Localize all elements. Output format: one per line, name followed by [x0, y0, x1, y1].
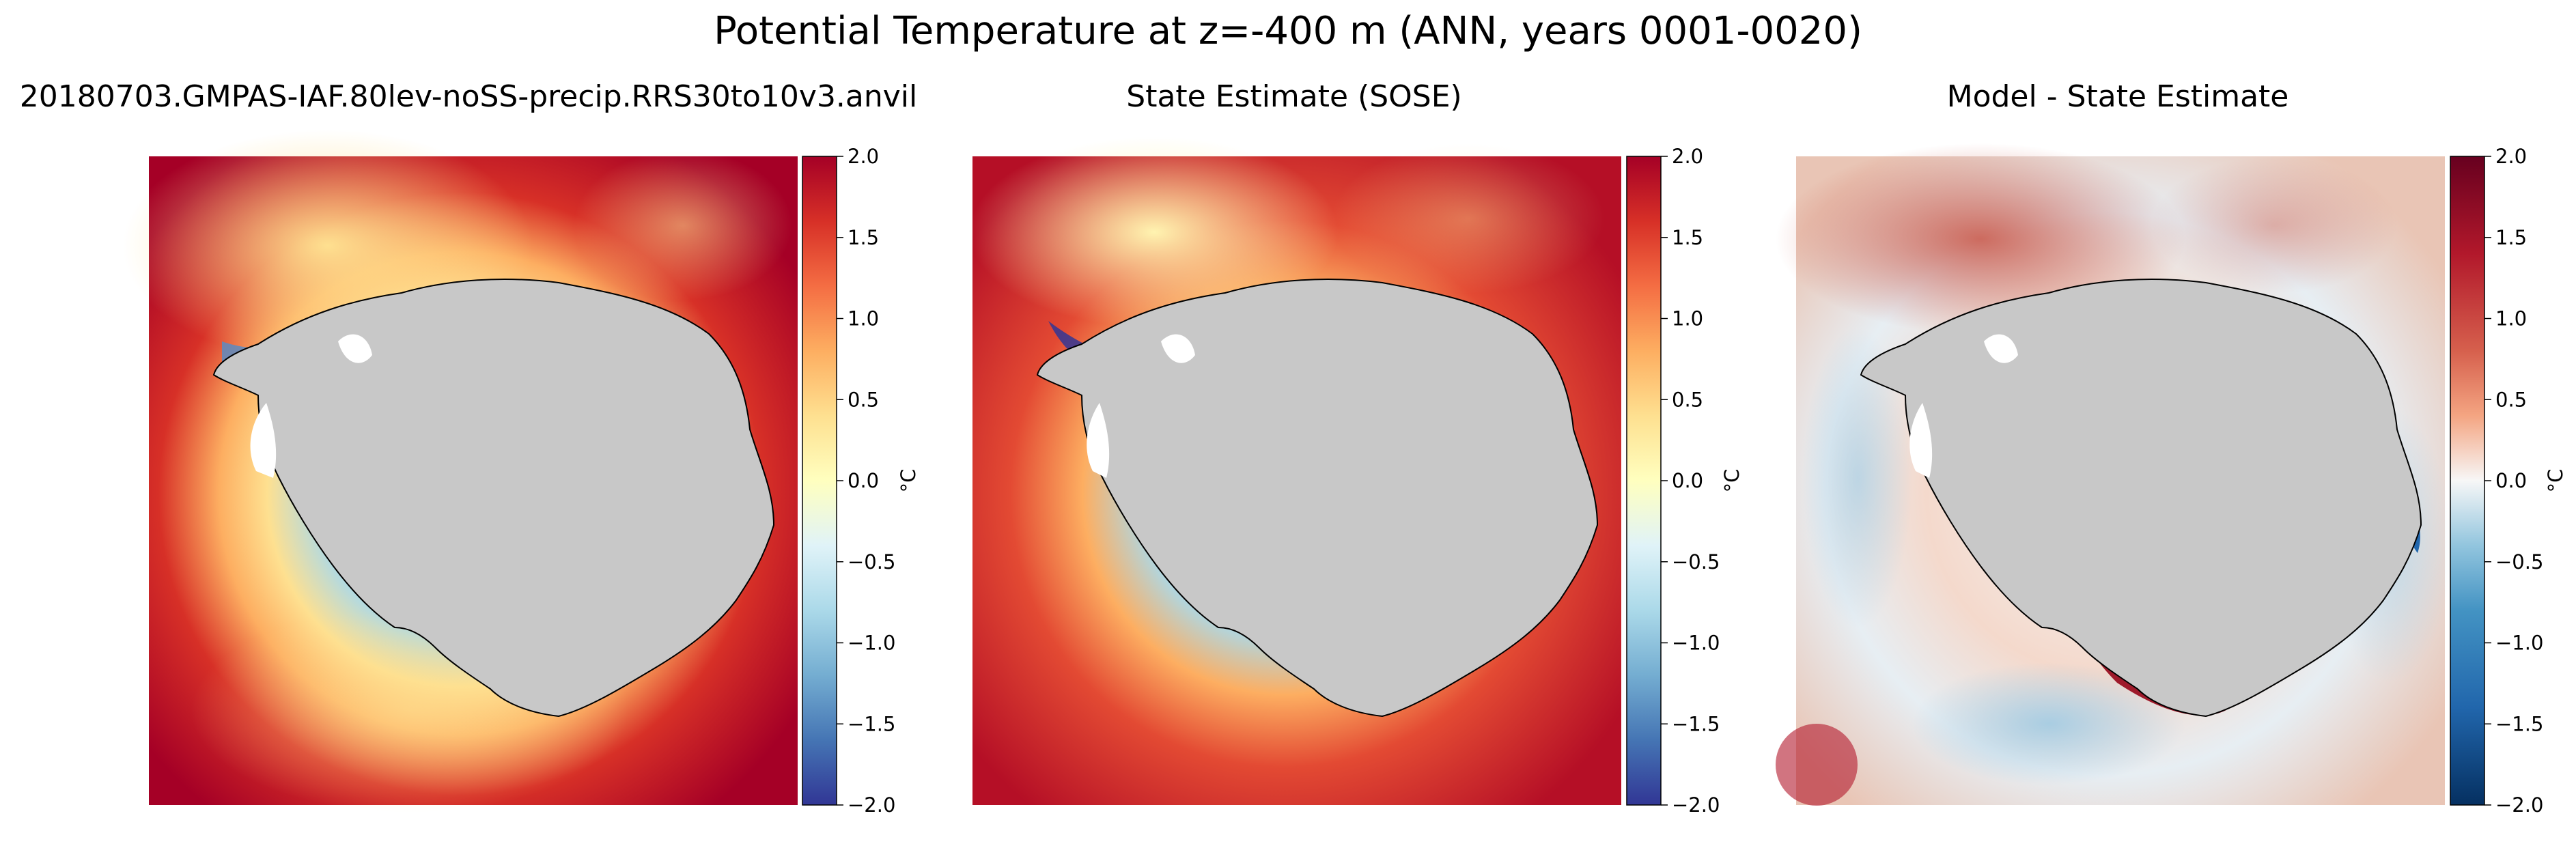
panel-3-colorbar: 2.0 1.5 1.0 0.5 0.0 −0.5 −1.0 −1.5 −2.0 °C [2450, 145, 2567, 817]
colorbar-tick-label: 1.5 [1672, 226, 1703, 249]
colorbar-tick-label: −2.0 [2495, 793, 2543, 817]
colorbar-tick-label: −2.0 [848, 793, 895, 817]
colorbar-tick-label: −1.0 [1672, 632, 1720, 655]
panel-2-title: State Estimate (SOSE) [1126, 79, 1462, 114]
colorbar-tick-label: 1.0 [848, 307, 879, 330]
panel-1-title: 20180703.GMPAS-IAF.80lev-noSS-precip.RRS… [19, 79, 918, 114]
colorbar-tick-label: −0.5 [2495, 550, 2543, 574]
panel-1-colorbar: 2.0 1.5 1.0 0.5 0.0 −0.5 −1.0 −1.5 −2.0 °C [802, 145, 920, 817]
panel-2-map [970, 137, 1621, 805]
colorbar-tick-label: 2.0 [848, 145, 879, 168]
colorbar-tick-label: 0.0 [2495, 469, 2527, 492]
colorbar-tick-label: −1.0 [2495, 632, 2543, 655]
panel-3-colorbar-unit: °C [2544, 469, 2567, 493]
colorbar-tick-label: 1.0 [2495, 307, 2527, 330]
colorbar-tick-label: 1.0 [1672, 307, 1703, 330]
colorbar-tick-label: 2.0 [1672, 145, 1703, 168]
colorbar-tick-label: −0.5 [1672, 550, 1720, 574]
colorbar-tick-label: 0.5 [848, 388, 879, 411]
colorbar-tick-label: 0.0 [848, 469, 879, 492]
colorbar-tick-label: 1.5 [848, 226, 879, 249]
colorbar-tick-label: −0.5 [848, 550, 895, 574]
colorbar-tick-label: −1.5 [1672, 712, 1720, 735]
colorbar-tick-label: −1.5 [848, 712, 895, 735]
colorbar-tick-label: −1.5 [2495, 712, 2543, 735]
colorbar-tick-label: 0.5 [2495, 388, 2527, 411]
colorbar-tick-label: 1.5 [2495, 226, 2527, 249]
panel-3-map [1776, 143, 2452, 806]
panel-1-map [123, 130, 798, 812]
panel-2-colorbar-unit: °C [1720, 469, 1744, 493]
panel-3-title: Model - State Estimate [1946, 79, 2289, 114]
colorbar-tick-label: 2.0 [2495, 145, 2527, 168]
figure-suptitle: Potential Temperature at z=-400 m (ANN, … [714, 9, 1862, 53]
colorbar-tick-label: −2.0 [1672, 793, 1720, 817]
colorbar-tick-label: 0.0 [1672, 469, 1703, 492]
colorbar-tick-label: 0.5 [1672, 388, 1703, 411]
panel-1-colorbar-unit: °C [897, 469, 920, 493]
panel-2-colorbar: 2.0 1.5 1.0 0.5 0.0 −0.5 −1.0 −1.5 −2.0 °C [1626, 145, 1744, 817]
colorbar-tick-label: −1.0 [848, 632, 895, 655]
